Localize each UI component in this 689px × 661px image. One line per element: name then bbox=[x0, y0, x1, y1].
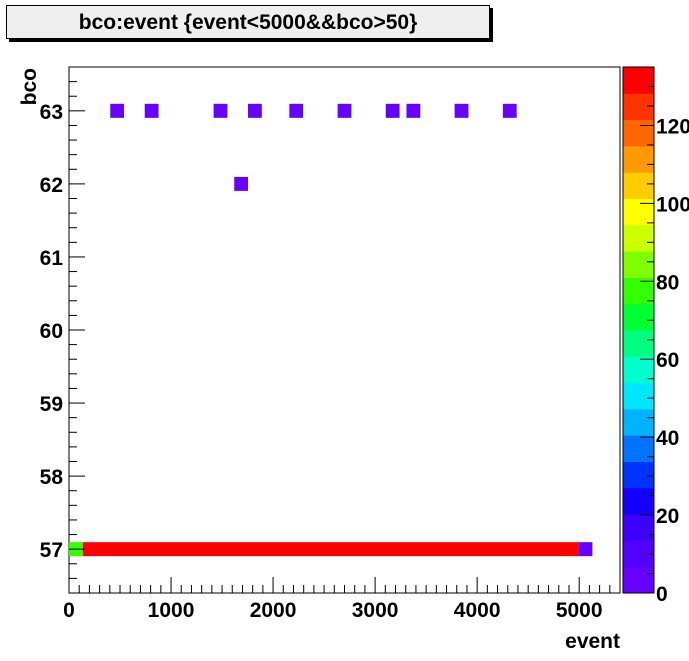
x-tick-label: 5000 bbox=[556, 599, 603, 622]
x-tick-label: 3000 bbox=[352, 599, 399, 622]
palette-swatch bbox=[623, 277, 654, 305]
y-tick-label: 60 bbox=[40, 320, 63, 343]
y-tick-label: 61 bbox=[40, 247, 64, 270]
heatmap-cell-13 bbox=[578, 542, 593, 557]
heatmap-cell-4 bbox=[289, 103, 304, 118]
palette-frame bbox=[622, 66, 655, 594]
y-axis-label: bco bbox=[18, 68, 41, 105]
heatmap-cell-5 bbox=[337, 103, 352, 118]
y-axis: 57 58 59 60 61 62 63 bbox=[40, 66, 85, 594]
y-tick-label: 62 bbox=[40, 174, 63, 197]
heatmap-cell-9 bbox=[502, 103, 517, 118]
palette-swatch bbox=[623, 251, 654, 278]
palette-swatch bbox=[623, 93, 654, 121]
plot-frame bbox=[68, 66, 621, 594]
heatmap-cell-3 bbox=[248, 103, 262, 118]
palette-swatch bbox=[623, 119, 654, 147]
y-tick-label: 57 bbox=[40, 539, 63, 562]
heatmap-cell-7 bbox=[406, 103, 421, 118]
palette-swatch bbox=[623, 172, 654, 199]
palette-swatch bbox=[623, 67, 654, 94]
palette-swatch bbox=[623, 487, 654, 515]
heatmap-cell-8 bbox=[454, 103, 469, 118]
z-tick-label: 120 bbox=[656, 115, 689, 138]
chart-title: bco:event {event<5000&&bco>50} bbox=[78, 11, 418, 34]
y-tick-label: 63 bbox=[40, 101, 63, 124]
x-axis-label: event bbox=[565, 630, 620, 653]
x-tick-label: 1000 bbox=[148, 599, 195, 622]
z-tick-label: 60 bbox=[656, 349, 679, 372]
chart-title-box: bco:event {event<5000&&bco>50} bbox=[6, 5, 490, 39]
heatmap-cell-2 bbox=[213, 103, 228, 118]
z-tick-label: 0 bbox=[656, 583, 668, 606]
palette-swatch bbox=[623, 382, 654, 410]
palette-swatch bbox=[623, 303, 654, 331]
z-tick-label: 20 bbox=[656, 505, 679, 528]
y-tick-label: 59 bbox=[40, 393, 63, 416]
color-palette: 0 20 40 60 80 100 120 bbox=[622, 66, 689, 606]
heatmap-cell-6 bbox=[385, 103, 400, 118]
palette-swatch bbox=[623, 330, 654, 357]
z-tick-label: 100 bbox=[656, 193, 689, 216]
x-tick-label: 0 bbox=[63, 599, 75, 622]
palette-swatch bbox=[623, 435, 654, 462]
z-tick-label: 40 bbox=[656, 427, 679, 450]
z-tick-label: 80 bbox=[656, 271, 679, 294]
heatmap-cell-12 bbox=[82, 542, 579, 557]
palette-swatch bbox=[623, 461, 654, 489]
palette-swatch bbox=[623, 198, 654, 226]
palette-swatch bbox=[623, 145, 654, 173]
palette-swatch bbox=[623, 566, 654, 594]
x-tick-label: 4000 bbox=[454, 599, 501, 622]
heatmap-cell-0 bbox=[110, 103, 125, 118]
palette-swatch bbox=[623, 408, 654, 436]
cells-layer bbox=[68, 103, 593, 557]
heatmap-cell-1 bbox=[144, 103, 159, 118]
x-tick-label: 2000 bbox=[250, 599, 297, 622]
palette-swatch bbox=[623, 514, 654, 541]
palette-swatch bbox=[623, 224, 654, 252]
x-axis: 0 1000 2000 3000 4000 5000 bbox=[63, 577, 621, 622]
heatmap-cell-10 bbox=[234, 176, 249, 191]
y-tick-label: 58 bbox=[40, 466, 64, 489]
